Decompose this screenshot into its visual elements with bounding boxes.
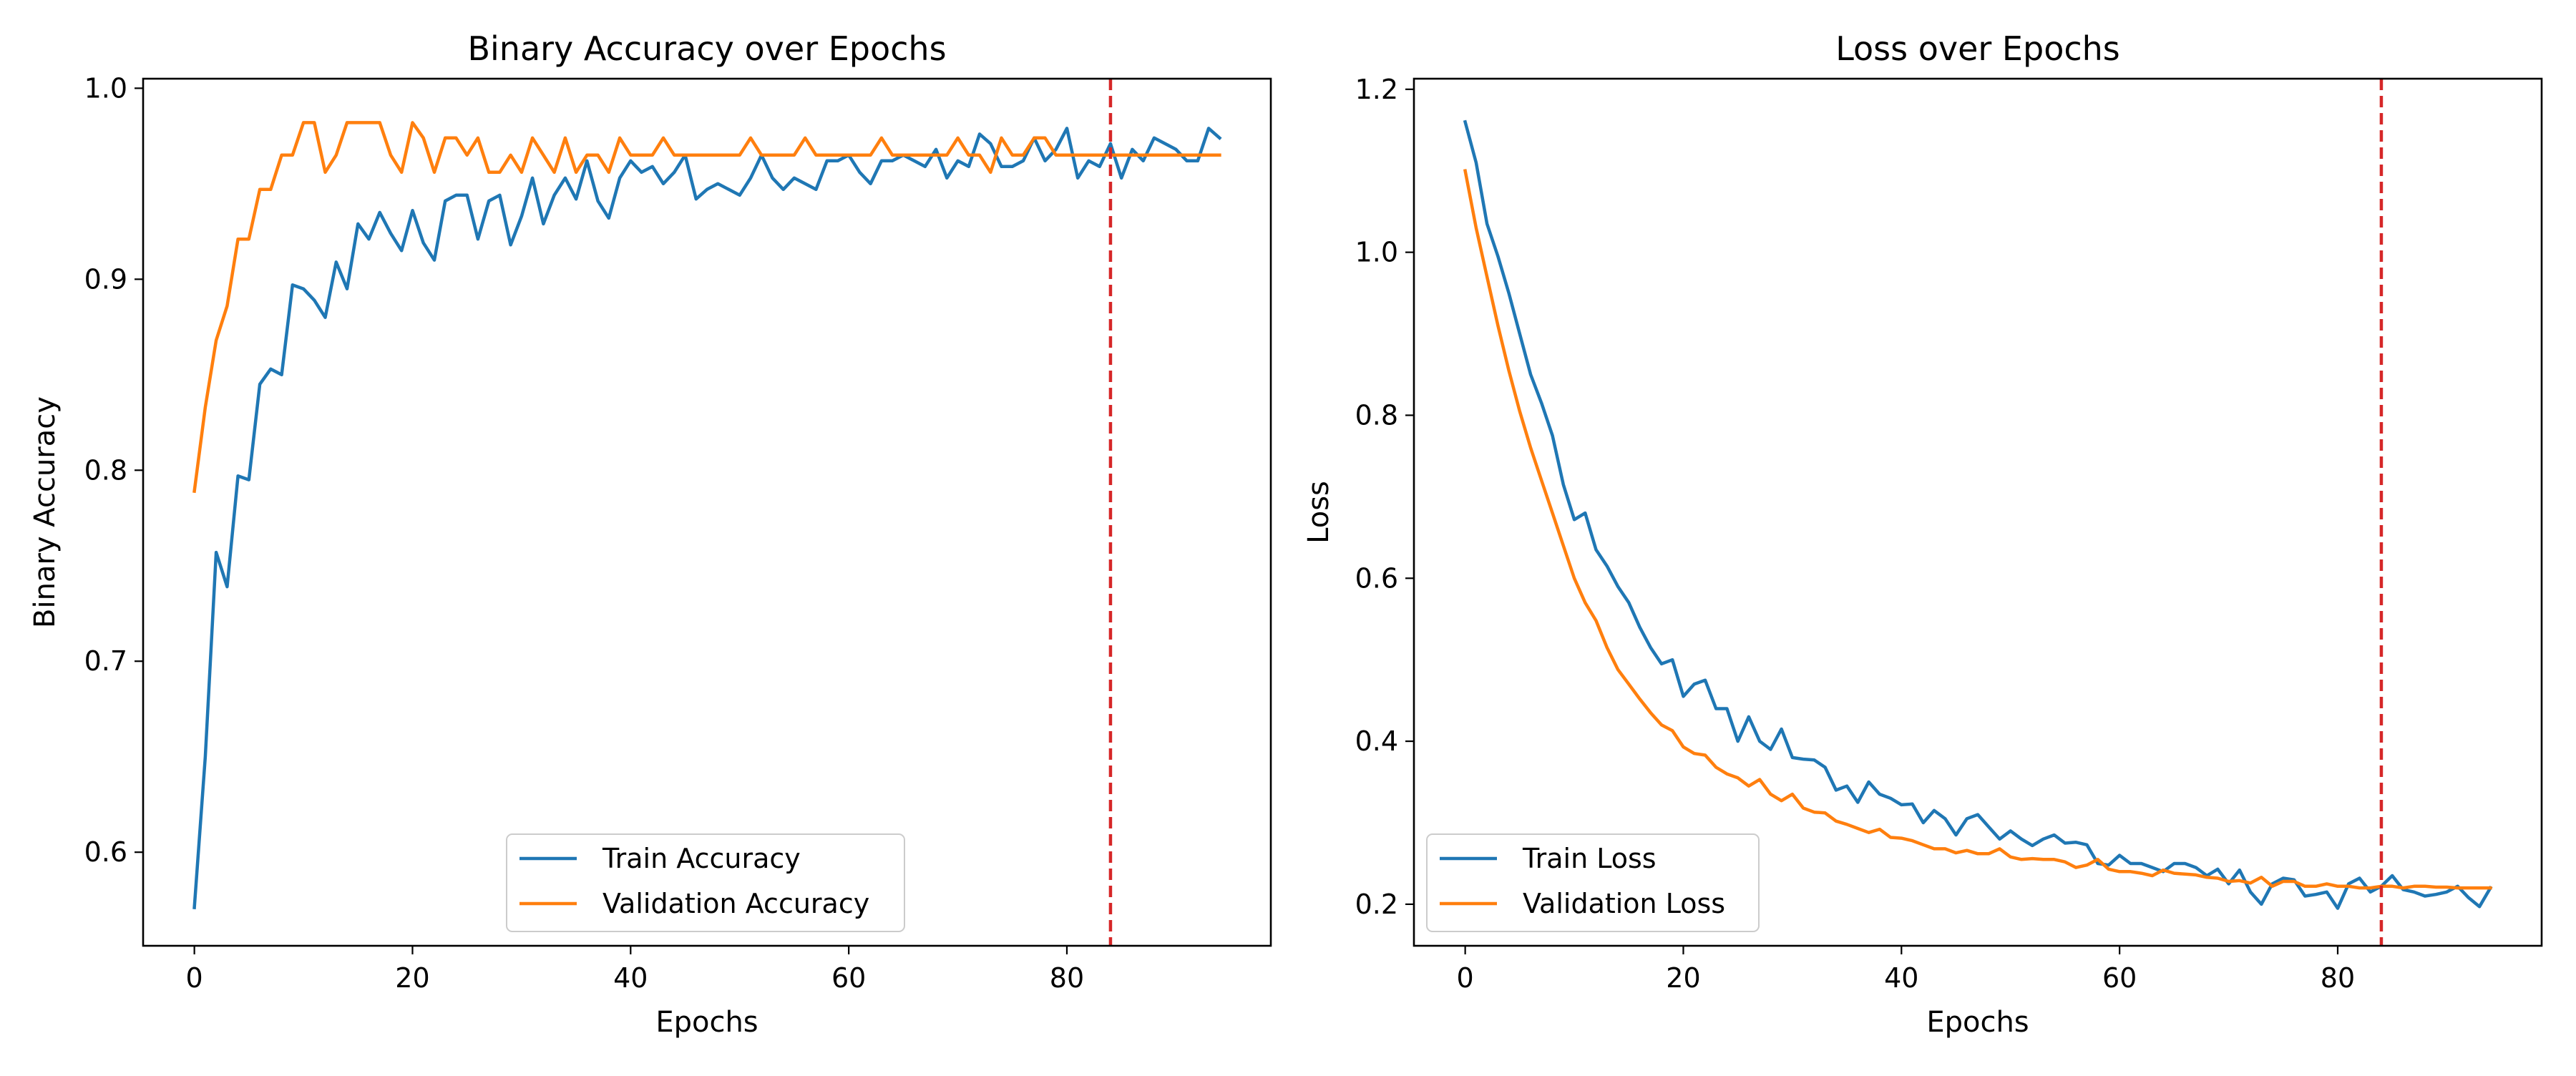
accuracy-x-ticks: 0 20 40 60 80 bbox=[186, 946, 1084, 994]
loss-x-tick-label: 60 bbox=[2102, 962, 2137, 994]
loss-axes-frame bbox=[1413, 77, 2543, 947]
accuracy-y-tick-label: 0.6 bbox=[84, 836, 127, 868]
accuracy-legend-validation-label: Validation Accuracy bbox=[602, 888, 869, 919]
loss-y-tick-label: 0.4 bbox=[1355, 725, 1398, 757]
loss-x-tick-label: 80 bbox=[2321, 962, 2355, 994]
loss-legend-train-label: Train Loss bbox=[1522, 843, 1657, 874]
accuracy-x-tick-label: 0 bbox=[186, 962, 203, 994]
loss-legend: Train Loss Validation Loss bbox=[1426, 833, 1760, 932]
loss-x-tick-label: 0 bbox=[1457, 962, 1474, 994]
accuracy-x-tick-label: 80 bbox=[1050, 962, 1084, 994]
loss-y-tick-label: 1.0 bbox=[1355, 237, 1398, 268]
accuracy-series-layer bbox=[192, 121, 1222, 910]
loss-x-ticks: 0 20 40 60 80 bbox=[1457, 946, 2355, 994]
loss-series-validation-line bbox=[1463, 169, 2492, 890]
accuracy-x-tick-label: 40 bbox=[613, 962, 648, 994]
loss-y-ticks: 0.2 0.4 0.6 0.8 1.0 1.2 bbox=[1355, 74, 1414, 920]
loss-y-tick-label: 1.2 bbox=[1355, 74, 1398, 105]
accuracy-legend: Train Accuracy Validation Accuracy bbox=[506, 833, 905, 932]
accuracy-x-axis-label: Epochs bbox=[655, 1006, 758, 1039]
accuracy-series-train-line bbox=[192, 127, 1222, 910]
loss-legend-box bbox=[1426, 833, 1760, 932]
loss-chart: Loss over Epochs 0 20 40 60 80 0.2 0.4 0.6 0.8 1… bbox=[1302, 29, 2543, 1039]
accuracy-axes-frame bbox=[142, 77, 1272, 947]
accuracy-x-tick-label: 60 bbox=[831, 962, 866, 994]
accuracy-legend-box bbox=[506, 833, 905, 932]
loss-series-layer bbox=[1463, 119, 2493, 910]
accuracy-y-ticks: 0.6 0.7 0.8 0.9 1.0 bbox=[84, 72, 143, 868]
accuracy-y-tick-label: 0.9 bbox=[84, 263, 127, 295]
accuracy-y-axis-label: Binary Accuracy bbox=[29, 396, 62, 628]
accuracy-y-tick-label: 0.8 bbox=[84, 454, 127, 486]
loss-y-tick-label: 0.8 bbox=[1355, 399, 1398, 431]
loss-chart-title: Loss over Epochs bbox=[1835, 29, 2120, 68]
accuracy-chart: Binary Accuracy over Epochs 0 20 40 60 80 0.… bbox=[29, 29, 1272, 1039]
accuracy-x-tick-label: 20 bbox=[395, 962, 429, 994]
loss-series-train-line bbox=[1463, 119, 2493, 910]
accuracy-legend-train-label: Train Accuracy bbox=[602, 843, 801, 874]
accuracy-y-tick-label: 1.0 bbox=[84, 72, 127, 104]
loss-y-tick-label: 0.2 bbox=[1355, 889, 1398, 920]
loss-x-tick-label: 20 bbox=[1666, 962, 1700, 994]
loss-x-axis-label: Epochs bbox=[1926, 1006, 2029, 1039]
loss-x-tick-label: 40 bbox=[1884, 962, 1918, 994]
loss-y-tick-label: 0.6 bbox=[1355, 562, 1398, 594]
accuracy-chart-title: Binary Accuracy over Epochs bbox=[467, 29, 946, 68]
accuracy-series-validation-line bbox=[192, 121, 1221, 494]
accuracy-y-tick-label: 0.7 bbox=[84, 645, 127, 677]
loss-legend-validation-label: Validation Loss bbox=[1523, 888, 1725, 919]
loss-y-axis-label: Loss bbox=[1302, 481, 1335, 544]
